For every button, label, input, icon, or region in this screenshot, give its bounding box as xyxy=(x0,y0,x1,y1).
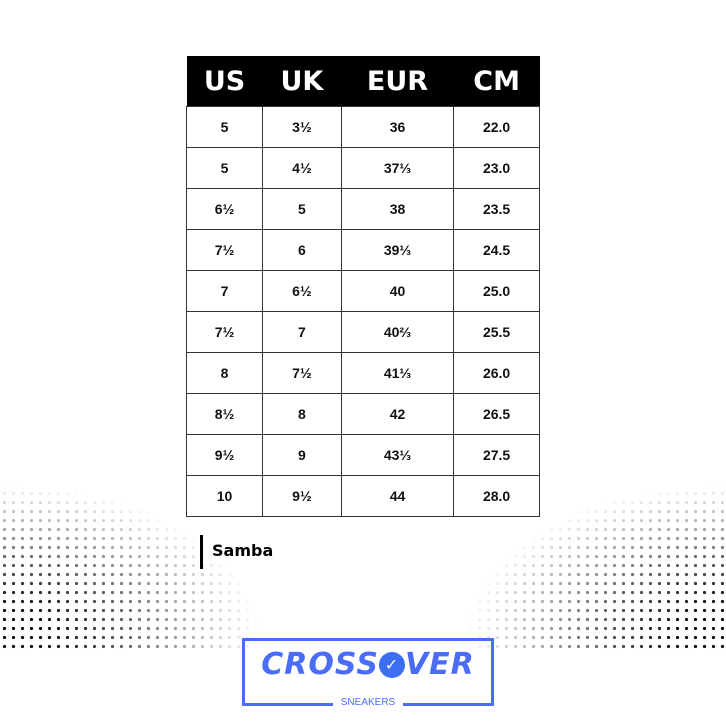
cell-eur: 43⅓ xyxy=(340,434,455,476)
cell-us: 9½ xyxy=(185,434,264,476)
cell-uk: 6½ xyxy=(262,270,342,312)
cell-uk: 7½ xyxy=(262,352,342,394)
cell-uk: 4½ xyxy=(262,147,342,189)
cell-cm: 27.5 xyxy=(453,434,540,476)
size-chart-table: US UK EUR CM 5 3½ 36 22.0 5 4½ 37⅓ 23.0 6½ 5 38 23.… xyxy=(185,56,540,517)
cell-us: 10 xyxy=(185,475,264,517)
table-row: 7½ 7 40⅔ 25.5 xyxy=(185,311,540,353)
cell-eur: 40 xyxy=(340,270,455,312)
cell-cm: 25.5 xyxy=(453,311,540,353)
cell-eur: 42 xyxy=(340,393,455,435)
cell-cm: 24.5 xyxy=(453,229,540,271)
logo-wordmark: CROSS ✓ VER xyxy=(245,647,491,682)
table-row: 6½ 5 38 23.5 xyxy=(185,188,540,230)
cell-us: 7½ xyxy=(185,311,264,353)
cell-us: 8½ xyxy=(185,393,264,435)
cell-us: 5 xyxy=(185,147,264,189)
cell-eur: 44 xyxy=(340,475,455,517)
table-row: 8½ 8 42 26.5 xyxy=(185,393,540,435)
header-us: US xyxy=(186,56,263,107)
cell-us: 7 xyxy=(185,270,264,312)
table-row: 5 3½ 36 22.0 xyxy=(185,106,540,148)
cell-eur: 38 xyxy=(340,188,455,230)
header-uk: UK xyxy=(262,56,342,107)
logo-text-left: CROSS xyxy=(261,647,379,682)
cell-cm: 25.0 xyxy=(453,270,540,312)
table-row: 7½ 6 39⅓ 24.5 xyxy=(185,229,540,271)
cell-eur: 37⅓ xyxy=(340,147,455,189)
logo-subtitle: SNEAKERS xyxy=(332,697,404,708)
table-row: 9½ 9 43⅓ 27.5 xyxy=(185,434,540,476)
cell-cm: 26.0 xyxy=(453,352,540,394)
cell-eur: 39⅓ xyxy=(340,229,455,271)
header-cm: CM xyxy=(453,56,540,107)
model-label: Samba xyxy=(200,535,273,569)
table-row: 7 6½ 40 25.0 xyxy=(185,270,540,312)
cell-uk: 9 xyxy=(262,434,342,476)
cell-uk: 7 xyxy=(262,311,342,353)
table-row: 5 4½ 37⅓ 23.0 xyxy=(185,147,540,189)
cell-uk: 6 xyxy=(262,229,342,271)
table-row: 8 7½ 41⅓ 26.0 xyxy=(185,352,540,394)
cell-us: 7½ xyxy=(185,229,264,271)
cell-uk: 3½ xyxy=(262,106,342,148)
check-badge-icon: ✓ xyxy=(378,652,405,678)
logo-text-right: VER xyxy=(404,647,475,682)
cell-us: 5 xyxy=(185,106,264,148)
header-eur: EUR xyxy=(341,56,454,107)
crossover-logo: CROSS ✓ VER SNEAKERS xyxy=(242,638,494,708)
cell-eur: 41⅓ xyxy=(340,352,455,394)
cell-cm: 22.0 xyxy=(453,106,540,148)
cell-cm: 26.5 xyxy=(453,393,540,435)
table-row: 10 9½ 44 28.0 xyxy=(185,475,540,517)
header-row: US UK EUR CM xyxy=(186,56,540,107)
cell-cm: 23.5 xyxy=(453,188,540,230)
cell-uk: 8 xyxy=(262,393,342,435)
cell-us: 6½ xyxy=(185,188,264,230)
cell-uk: 5 xyxy=(262,188,342,230)
cell-cm: 28.0 xyxy=(453,475,540,517)
cell-us: 8 xyxy=(185,352,264,394)
cell-eur: 40⅔ xyxy=(340,311,455,353)
cell-cm: 23.0 xyxy=(453,147,540,189)
cell-uk: 9½ xyxy=(262,475,342,517)
cell-eur: 36 xyxy=(340,106,455,148)
